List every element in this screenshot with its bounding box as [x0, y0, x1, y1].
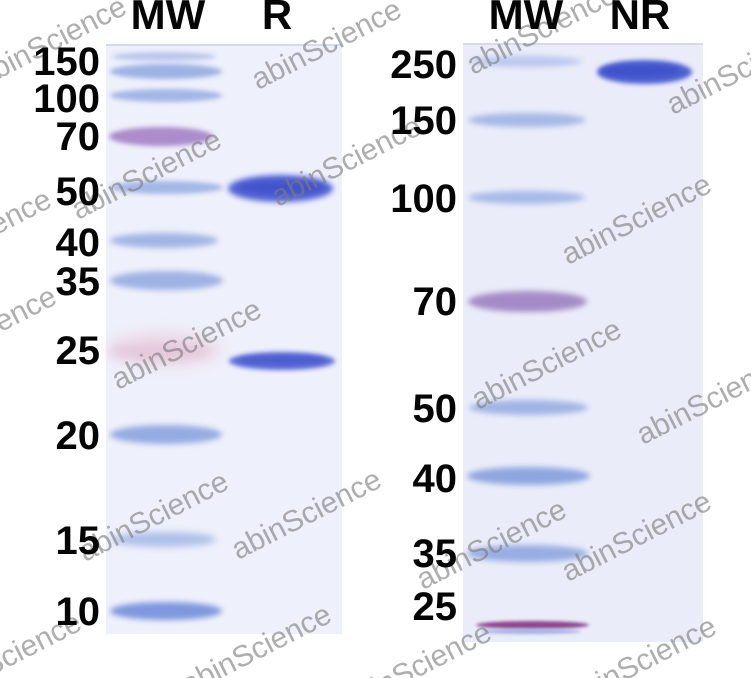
ladder-band: [467, 545, 588, 562]
mw-label-70: 70: [412, 280, 458, 324]
sample-band: [238, 356, 326, 365]
ladder-band: [468, 291, 587, 312]
ladder-band: [467, 467, 590, 485]
mw-label-40: 40: [412, 457, 458, 501]
ladder-band: [476, 621, 589, 629]
gel-panel-non-reduced: [463, 43, 703, 642]
mw-label-15: 15: [55, 519, 101, 563]
mw-label-25: 25: [55, 329, 101, 373]
mw-label-10: 10: [55, 590, 101, 634]
mw-label-150: 150: [33, 40, 100, 84]
ladder-band: [470, 56, 582, 67]
mw-label-35: 35: [55, 260, 101, 304]
ladder-band: [110, 233, 218, 248]
mw-label-100: 100: [33, 77, 100, 121]
mw-label-70: 70: [55, 115, 101, 159]
ladder-band: [110, 64, 222, 79]
mw-label-25: 25: [412, 585, 458, 629]
ladder-band: [469, 400, 588, 415]
ladder-band: [110, 344, 210, 360]
lane-header-mw: MW: [130, 0, 206, 38]
ladder-band: [110, 271, 223, 290]
ladder-band: [110, 425, 222, 444]
ladder-band: [468, 113, 586, 127]
mw-label-50: 50: [412, 387, 458, 431]
mw-label-35: 35: [412, 532, 458, 576]
sample-band: [238, 181, 324, 194]
ladder-band: [468, 191, 585, 204]
mw-label-250: 250: [390, 43, 457, 87]
ladder-band: [109, 127, 213, 146]
ladder-band: [112, 52, 216, 61]
mw-label-50: 50: [55, 170, 101, 214]
lane-header-mw: MW: [488, 0, 564, 38]
ladder-band: [481, 629, 581, 634]
sample-band: [601, 65, 681, 77]
lane-header-nr: NR: [609, 0, 671, 38]
mw-label-100: 100: [390, 177, 457, 221]
lane-header-r: R: [261, 0, 293, 38]
mw-label-20: 20: [55, 414, 101, 458]
mw-label-40: 40: [55, 221, 101, 265]
ladder-band: [110, 89, 222, 102]
mw-label-150: 150: [390, 99, 457, 143]
ladder-band: [110, 602, 222, 620]
ladder-band: [110, 181, 223, 194]
ladder-band: [112, 532, 216, 547]
